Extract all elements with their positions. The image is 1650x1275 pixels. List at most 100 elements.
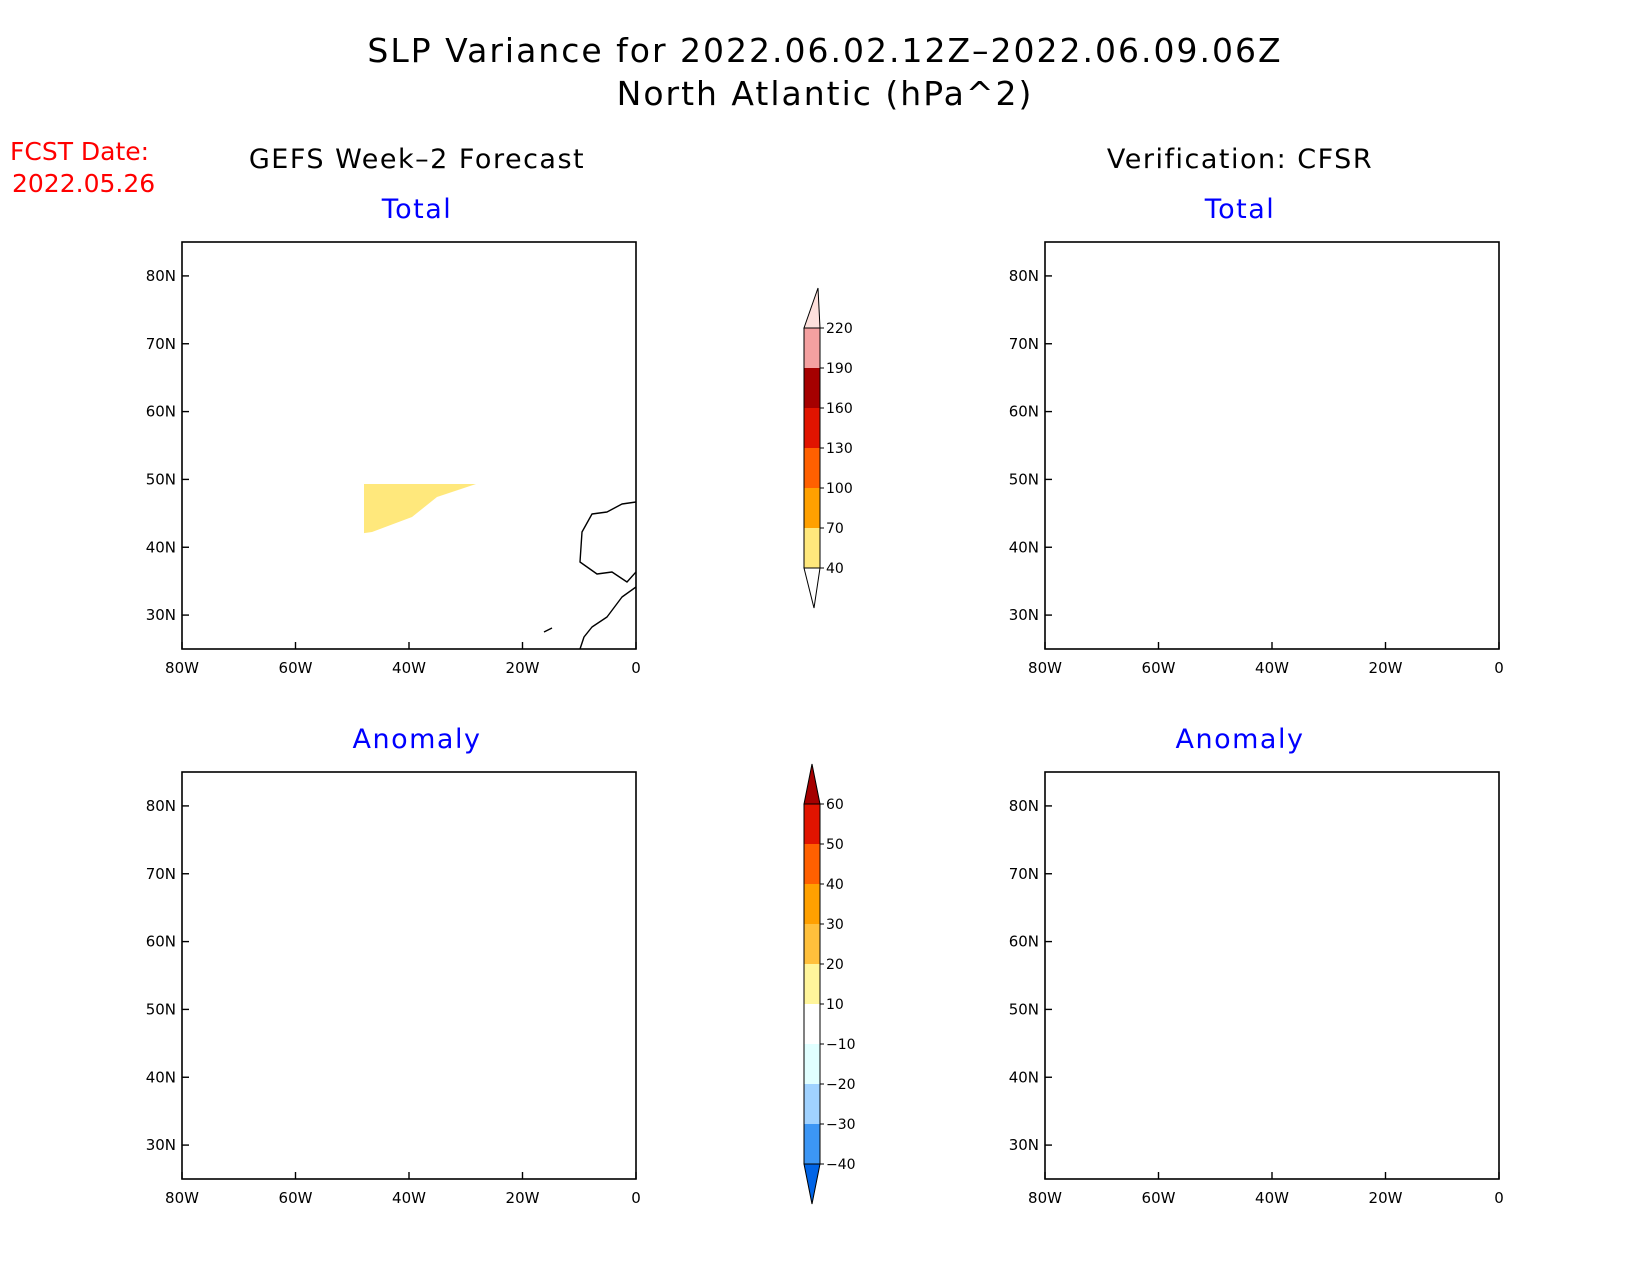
y-tick-label: 60N: [1009, 403, 1039, 421]
x-tick-label: 80W: [1028, 659, 1062, 677]
x-tick-label: 80W: [165, 659, 199, 677]
colorbar-swatch: [804, 328, 820, 368]
colorbar-label: 160: [826, 401, 853, 417]
map-frame: [181, 241, 637, 650]
contour-fill-10: [287, 1030, 412, 1110]
contour-fill-neg10: [1365, 992, 1435, 1057]
contour-fill-70: [1115, 262, 1275, 320]
colorbar-label: −20: [826, 1077, 856, 1093]
y-tick-label: 30N: [146, 1136, 176, 1154]
contour-fill-20: [1440, 832, 1499, 884]
x-tick-label: 60W: [279, 1189, 313, 1207]
x-tick-label: 20W: [506, 1189, 540, 1207]
contour-fill-30: [1075, 952, 1383, 1147]
contour-fill-neg40: [1085, 932, 1165, 982]
colorbar-swatch: [804, 844, 820, 884]
colorbar-label: 20: [826, 957, 844, 973]
contour-fill-neg10: [442, 892, 636, 950]
x-tick-label: 80W: [1028, 1189, 1062, 1207]
contour-fill-neg30: [1290, 930, 1325, 947]
contour-fill-220: [1225, 525, 1235, 532]
x-tick-label: 40W: [1255, 659, 1289, 677]
contour-fill-40: [307, 272, 492, 357]
y-tick-label: 30N: [1009, 606, 1039, 624]
y-tick-label: 80N: [146, 797, 176, 815]
contour-fill-100: [1195, 442, 1350, 527]
contour-fill-10: [1045, 927, 1407, 1179]
y-tick-label: 70N: [1009, 865, 1039, 883]
colorbar-label: 40: [826, 561, 844, 577]
fcst-date-value: 2022.05.26: [12, 169, 155, 198]
contour-fill-10: [322, 807, 487, 870]
y-tick-label: 50N: [1009, 470, 1039, 488]
contour-fill-100: [1180, 284, 1245, 310]
y-tick-label: 40N: [1009, 1068, 1039, 1086]
map-panel-gefs-total: [181, 241, 637, 650]
contour-fill-40: [1045, 242, 1315, 337]
colorbar-swatch: [804, 964, 820, 1004]
contour-fill-30: [1460, 840, 1499, 880]
y-tick-label: 50N: [146, 470, 176, 488]
panel-subtitle-cfsr-anomaly: Anomaly: [1176, 724, 1305, 755]
colorbar-swatch: [804, 368, 820, 408]
contour-fill-neg30: [1045, 902, 1210, 1002]
x-tick-label: 20W: [1369, 1189, 1403, 1207]
colorbar-label: −30: [826, 1117, 856, 1133]
colorbar-label: −10: [826, 1037, 856, 1053]
map-frame: [181, 771, 637, 1180]
colorbar-label: 70: [826, 521, 844, 537]
panel-subtitle-gefs-anomaly: Anomaly: [353, 724, 482, 755]
contour-fill-50: [1363, 954, 1377, 967]
y-tick-label: 40N: [146, 1068, 176, 1086]
map-frame: [1044, 771, 1500, 1180]
colorbar-label: 60: [826, 797, 844, 813]
colorbar-swatch: [803, 567, 821, 609]
colorbar-label: 190: [826, 361, 853, 377]
panel-subtitle-cfsr-total: Total: [1204, 194, 1276, 225]
y-tick-label: 40N: [1009, 538, 1039, 556]
colorbar-swatch: [804, 924, 820, 964]
colorbar-label: 40: [826, 877, 844, 893]
column-header-left: GEFS Week–2 Forecast: [249, 144, 585, 175]
contour-fill-130: [1215, 480, 1290, 516]
y-tick-label: 30N: [1009, 1136, 1039, 1154]
contour-fill-70: [1185, 397, 1390, 534]
x-tick-label: 60W: [1142, 1189, 1176, 1207]
contour-fill-60: [1125, 804, 1240, 840]
map-panel-cfsr-anomaly: [1044, 771, 1500, 1180]
x-tick-label: 40W: [1255, 1189, 1289, 1207]
colorbar-label: 50: [826, 837, 844, 853]
figure-title-line2: North Atlantic (hPa^2): [617, 74, 1034, 113]
y-tick-label: 40N: [146, 538, 176, 556]
colorbar-total: 40 70 100 130 160 190 220: [803, 287, 853, 609]
y-tick-label: 60N: [146, 403, 176, 421]
colorbar-label: 10: [826, 997, 844, 1013]
y-tick-label: 70N: [146, 335, 176, 353]
y-tick-label: 50N: [1009, 1000, 1039, 1018]
contour-fill-neg20: [182, 942, 292, 1007]
contour-fill-160: [1220, 498, 1250, 512]
contour-fill-50: [1115, 800, 1245, 840]
y-tick-label: 70N: [1009, 335, 1039, 353]
y-tick-label: 80N: [1009, 797, 1039, 815]
y-tick-label: 60N: [1009, 933, 1039, 951]
x-tick-label: 0: [1494, 1189, 1504, 1207]
colorbar-swatch: [804, 804, 820, 844]
x-tick-label: 20W: [506, 659, 540, 677]
colorbar-anomaly: −40 −30 −20 −10 10 20 30 40 50 60: [803, 763, 856, 1205]
contour-fill-10: [182, 1092, 272, 1134]
colorbar-swatch: [804, 448, 820, 488]
contour-fill-20: [1045, 772, 1275, 847]
colorbar-label: 30: [826, 917, 844, 933]
colorbar-swatch: [803, 1163, 821, 1205]
contour-fill-40: [364, 484, 476, 534]
colorbar-frame: [803, 803, 821, 1165]
y-tick-label: 50N: [146, 1000, 176, 1018]
contour-fill-40: [1085, 982, 1345, 1132]
column-header-right: Verification: CFSR: [1107, 144, 1373, 175]
contour-fill-20: [1065, 942, 1390, 1157]
contour-fill-10: [1430, 822, 1499, 894]
axes-layer: 80W 60W 40W 20W 0 80N 70N 60N 50N 40N 30N 80W 60W 40W…: [146, 267, 1504, 1207]
contour-fill-30: [1050, 782, 1260, 840]
